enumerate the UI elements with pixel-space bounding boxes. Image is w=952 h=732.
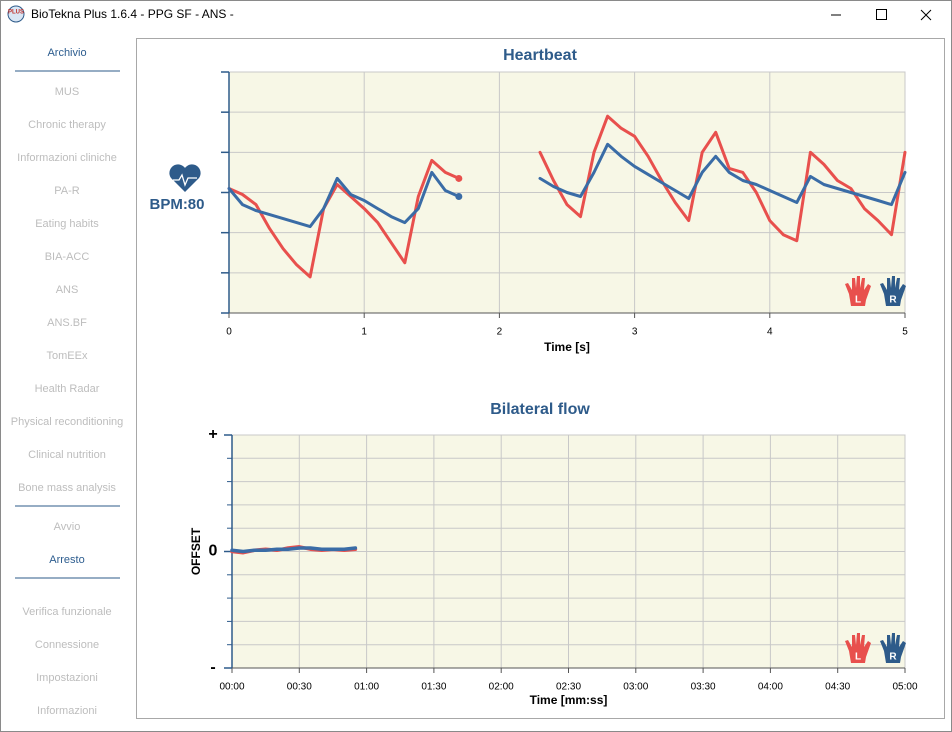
y-tick-label: - xyxy=(210,659,215,676)
menu-item: Bone mass analysis xyxy=(18,482,116,494)
menu-item: BIA-ACC xyxy=(45,251,90,263)
heart-pulse xyxy=(173,173,197,187)
series-line xyxy=(230,546,358,554)
menu-item: Verifica funzionale xyxy=(22,606,111,618)
menu-item[interactable]: Arresto xyxy=(49,554,84,566)
bpm-label: BPM:80 xyxy=(149,196,204,213)
app-icon xyxy=(7,5,25,23)
x-tick-label: 03:30 xyxy=(691,682,716,693)
chart-title: Bilateral flow xyxy=(490,401,590,418)
menu-item: Avvio xyxy=(54,521,81,533)
menu-item: MUS xyxy=(55,86,79,98)
series-line xyxy=(227,114,907,279)
hand-label: R xyxy=(889,295,897,306)
x-axis-label: Time [mm:ss] xyxy=(530,693,608,707)
hand-icon xyxy=(845,633,871,663)
x-tick-label: 03:00 xyxy=(623,682,648,693)
hand-icon xyxy=(880,276,906,306)
title-bar: PLUS BioTekna Plus 1.6.4 - PPG SF - ANS … xyxy=(7,5,932,23)
x-tick-label: 3 xyxy=(632,327,638,338)
hand-icon xyxy=(880,633,906,663)
close-button[interactable] xyxy=(920,9,932,21)
x-tick-label: 1 xyxy=(361,327,367,338)
y-tick-label: + xyxy=(208,426,217,443)
heart-icon xyxy=(169,164,201,192)
x-tick-label: 02:30 xyxy=(556,682,581,693)
maximize-button[interactable] xyxy=(876,9,887,20)
y-axis-label: OFFSET xyxy=(189,527,203,575)
chart-title: Heartbeat xyxy=(503,47,577,64)
menu-item: Eating habits xyxy=(35,218,99,230)
menu-item: Informazioni cliniche xyxy=(17,152,117,164)
x-tick-label: 0 xyxy=(226,327,232,338)
menu-item: Impostazioni xyxy=(36,672,98,684)
x-tick-label: 05:00 xyxy=(892,682,917,693)
menu-item: ANS xyxy=(56,284,79,296)
x-tick-label: 4 xyxy=(767,327,773,338)
x-tick-label: 02:00 xyxy=(489,682,514,693)
y-tick-label: 0 xyxy=(209,543,218,560)
menu-item: PA-R xyxy=(54,185,80,197)
x-tick-label: 01:30 xyxy=(421,682,446,693)
hand-label: L xyxy=(855,295,861,306)
menu-item: Physical reconditioning xyxy=(11,416,124,428)
menu-item: ANS.BF xyxy=(47,317,87,329)
x-tick-label: 00:30 xyxy=(287,682,312,693)
x-tick-label: 5 xyxy=(902,327,908,338)
menu-item: Connessione xyxy=(35,639,99,651)
menu-item: Health Radar xyxy=(35,383,100,395)
menu-item[interactable]: Archivio xyxy=(47,47,86,59)
x-tick-label: 2 xyxy=(497,327,503,338)
menu-item: TomEEx xyxy=(47,350,88,362)
menu-item: Informazioni xyxy=(37,705,97,717)
hand-icon xyxy=(845,276,871,306)
hand-label: R xyxy=(889,652,897,663)
app-icon-text: PLUS xyxy=(8,10,24,16)
x-tick-label: 04:30 xyxy=(825,682,850,693)
menu-item: Clinical nutrition xyxy=(28,449,106,461)
x-axis-label: Time [s] xyxy=(544,340,590,354)
series-line xyxy=(227,142,907,229)
window-title: BioTekna Plus 1.6.4 - PPG SF - ANS - xyxy=(31,7,234,21)
hand-label: L xyxy=(855,652,861,663)
menu-item: Chronic therapy xyxy=(28,119,106,131)
series-end-marker xyxy=(455,174,463,182)
x-tick-label: 00:00 xyxy=(219,682,244,693)
x-tick-label: 01:00 xyxy=(354,682,379,693)
series-end-marker xyxy=(455,193,463,201)
x-tick-label: 04:00 xyxy=(758,682,783,693)
